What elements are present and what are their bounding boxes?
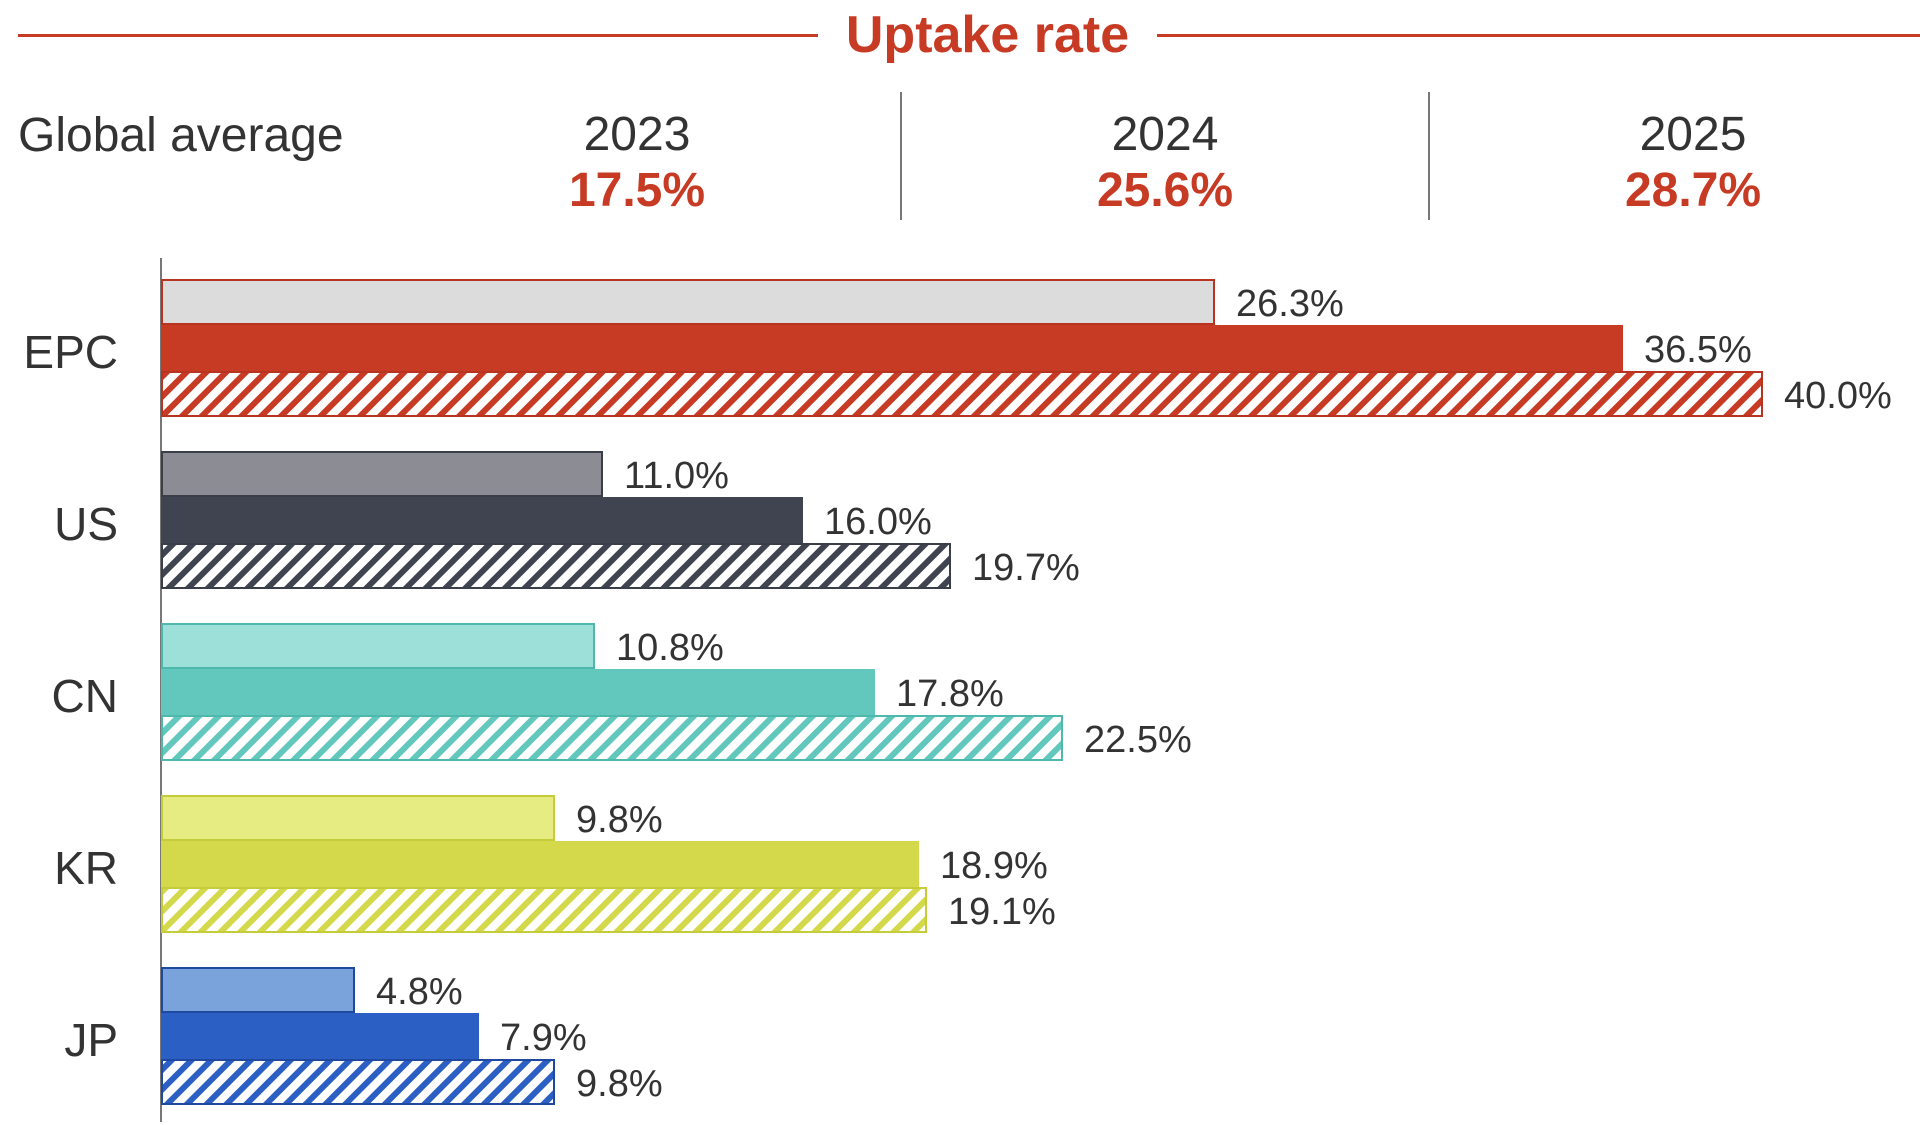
bar-cn-2024 — [162, 670, 874, 714]
category-label-cn: CN — [52, 670, 118, 722]
bar-epc-2024 — [162, 326, 1622, 370]
bar-epc-2023 — [162, 280, 1214, 324]
data-label-cn-2025: 22.5% — [1084, 719, 1192, 761]
bar-us-2024 — [162, 498, 802, 542]
bar-kr-2025 — [162, 888, 926, 932]
data-label-jp-2025: 9.8% — [576, 1063, 663, 1105]
bar-jp-2023 — [162, 968, 354, 1012]
data-label-jp-2023: 4.8% — [376, 971, 463, 1013]
data-label-us-2025: 19.7% — [972, 547, 1080, 589]
bar-jp-2025 — [162, 1060, 554, 1104]
category-label-us: US — [54, 498, 118, 550]
bar-jp-2024 — [162, 1014, 478, 1058]
bar-cn-2023 — [162, 624, 594, 668]
data-label-jp-2024: 7.9% — [500, 1017, 587, 1059]
data-label-cn-2023: 10.8% — [616, 627, 724, 669]
bar-epc-2025 — [162, 372, 1762, 416]
bar-kr-2024 — [162, 842, 918, 886]
category-label-jp: JP — [64, 1014, 118, 1066]
data-label-cn-2024: 17.8% — [896, 673, 1004, 715]
data-label-epc-2024: 36.5% — [1644, 329, 1752, 371]
data-label-kr-2025: 19.1% — [948, 891, 1056, 933]
category-label-kr: KR — [54, 842, 118, 894]
data-label-kr-2024: 18.9% — [940, 845, 1048, 887]
bar-us-2023 — [162, 452, 602, 496]
data-label-epc-2023: 26.3% — [1236, 283, 1344, 325]
bar-kr-2023 — [162, 796, 554, 840]
data-label-epc-2025: 40.0% — [1784, 375, 1892, 417]
bar-us-2025 — [162, 544, 950, 588]
category-label-epc: EPC — [23, 326, 118, 378]
data-label-us-2023: 11.0% — [624, 455, 729, 497]
bar-group: EPC 26.3% 36.5% 40.0% US 11.0% 16.0% 19.7% CN 10.… — [23, 280, 1891, 1105]
data-label-kr-2023: 9.8% — [576, 799, 663, 841]
bar-cn-2025 — [162, 716, 1062, 760]
data-label-us-2024: 16.0% — [824, 501, 932, 543]
